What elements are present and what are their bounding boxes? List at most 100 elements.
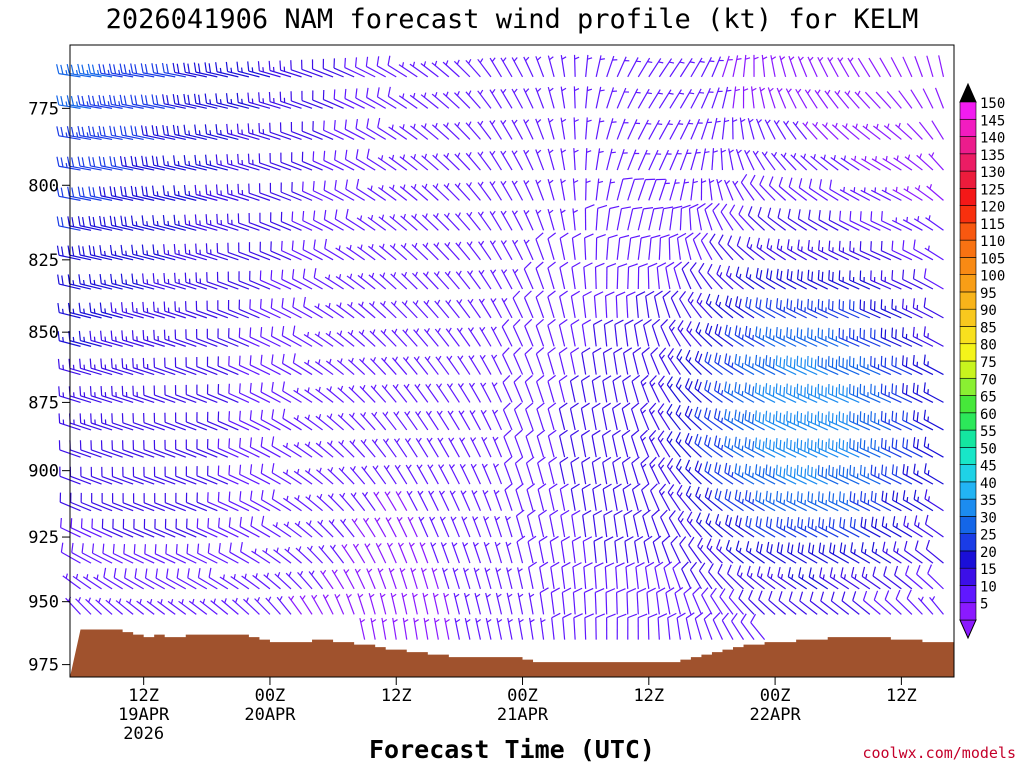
wind-barb: [547, 118, 555, 140]
wind-barb: [785, 88, 797, 109]
wind-barb: [612, 456, 622, 485]
wind-barb: [98, 63, 123, 78]
wind-barb: [807, 298, 828, 319]
wind-barb: [745, 515, 765, 538]
wind-barb: [337, 385, 355, 403]
wind-barb: [315, 441, 334, 458]
wind-barb: [603, 510, 613, 538]
colorbar-swatch: [959, 239, 977, 258]
wind-barb: [661, 535, 671, 564]
wind-barb: [492, 463, 503, 485]
colorbar-swatch: [959, 412, 977, 431]
wind-barb: [89, 386, 113, 403]
wind-barb: [109, 244, 134, 261]
wind-barb: [828, 465, 850, 485]
wind-barb: [344, 149, 365, 171]
y-tick-label: 775: [28, 99, 59, 119]
wind-barb: [788, 591, 808, 615]
wind-barb: [100, 330, 123, 347]
speed-colorbar: 5101520253035404550556065707580859095100…: [959, 82, 1005, 640]
wind-barb: [501, 319, 513, 347]
wind-barb: [849, 356, 871, 376]
wind-barb: [724, 462, 744, 485]
wind-barb: [465, 58, 481, 78]
wind-barb: [756, 541, 776, 564]
colorbar-label: 145: [980, 113, 1005, 129]
wind-barb: [152, 244, 176, 261]
wind-barb: [217, 411, 239, 431]
wind-barb: [325, 302, 344, 319]
wind-barb: [183, 62, 207, 78]
wind-barb: [583, 562, 593, 589]
wind-barb: [229, 542, 250, 564]
wind-barb: [369, 329, 387, 347]
wind-barb: [605, 588, 616, 615]
wind-barb: [441, 567, 450, 590]
wind-barb: [238, 383, 260, 403]
wind-barb: [284, 546, 302, 564]
wind-barb: [157, 599, 176, 615]
wind-barb: [415, 410, 429, 431]
wind-barb: [838, 411, 860, 431]
wind-barb: [454, 121, 471, 140]
wind-barb: [348, 412, 366, 431]
wind-barb: [174, 357, 197, 376]
wind-barb: [450, 516, 460, 538]
wind-barb: [196, 492, 218, 512]
wind-barb: [788, 177, 808, 201]
wind-barb: [388, 124, 408, 140]
wind-barb: [669, 149, 682, 171]
wind-barb: [379, 272, 397, 290]
wind-barb: [443, 182, 460, 201]
wind-barb: [788, 55, 797, 78]
wind-barb: [817, 56, 829, 78]
wind-barb: [122, 518, 144, 538]
wind-barb: [193, 93, 218, 109]
wind-barb: [547, 208, 555, 231]
wind-barb: [744, 149, 755, 171]
wind-barb: [322, 58, 344, 78]
wind-barb: [631, 456, 640, 485]
wind-barb: [643, 318, 652, 347]
wind-barb: [686, 321, 702, 347]
wind-barb: [121, 330, 144, 347]
wind-barb: [260, 326, 281, 347]
wind-barb: [667, 348, 681, 375]
ground-terrain: [70, 629, 954, 677]
wind-barb: [734, 436, 755, 458]
wind-barb: [146, 598, 166, 615]
wind-barb: [221, 598, 239, 615]
wind-barb: [561, 561, 571, 589]
wind-barb: [489, 240, 502, 261]
wind-barb: [237, 153, 260, 171]
wind-barb: [513, 374, 524, 403]
wind-barb: [796, 355, 818, 376]
wind-barb: [474, 592, 482, 615]
wind-barb: [535, 347, 545, 375]
wind-barb: [195, 329, 218, 347]
wind-barb: [248, 242, 271, 261]
colorbar-cap-high: [959, 82, 977, 103]
wind-barb: [101, 493, 123, 512]
wind-barb: [616, 206, 632, 231]
wind-barb: [732, 55, 742, 78]
wind-barb: [690, 178, 698, 201]
wind-barb: [572, 587, 583, 615]
wind-barb: [765, 516, 786, 538]
wind-barb: [142, 330, 165, 347]
wind-barb: [837, 57, 850, 78]
wind-barb: [387, 55, 408, 78]
wind-barb: [662, 290, 671, 319]
wind-barb: [913, 463, 934, 485]
colorbar-swatch: [959, 498, 977, 517]
wind-barb: [591, 456, 601, 485]
wind-barb: [585, 148, 592, 171]
wind-barb: [500, 150, 513, 171]
wind-barb: [859, 411, 881, 431]
wind-barb: [606, 613, 616, 640]
wind-barb: [526, 509, 536, 538]
colorbar-swatch: [959, 585, 977, 604]
wind-barb: [133, 518, 155, 538]
wind-barb: [316, 493, 334, 512]
wind-barb: [451, 542, 460, 564]
